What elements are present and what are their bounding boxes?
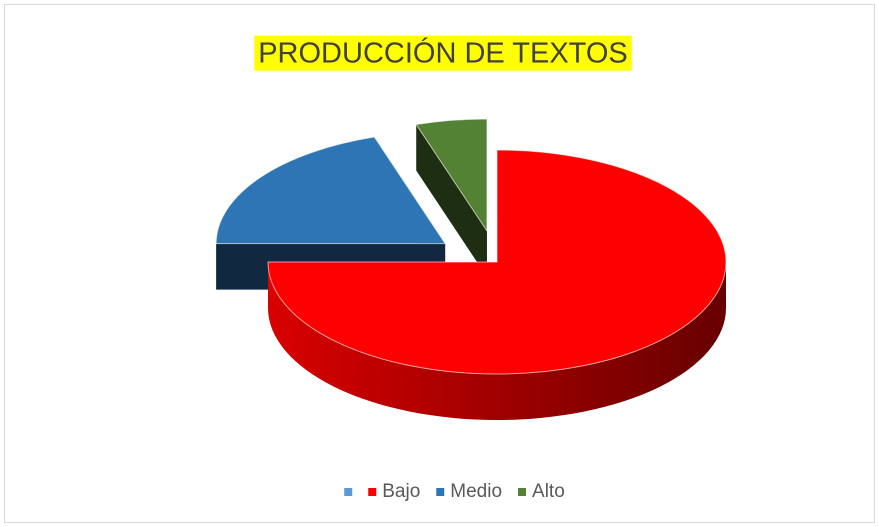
slice <box>415 118 488 278</box>
legend-label: Bajo <box>382 481 420 502</box>
pie-slice <box>415 118 488 233</box>
title-highlight <box>254 35 632 71</box>
legend-marker <box>518 488 527 496</box>
legend-marker <box>344 488 353 496</box>
legend-marker <box>368 488 377 496</box>
legend-label: Alto <box>532 481 565 502</box>
slice-wall <box>268 262 726 420</box>
slice-face <box>416 124 487 278</box>
pie-slice <box>267 149 727 375</box>
legend: Bajo Medio Alto <box>344 481 565 502</box>
pie-slice <box>215 136 447 245</box>
legend-label: Medio <box>450 481 502 502</box>
chart-title: PRODUCCIÓN DE TEXTOS <box>258 37 628 70</box>
legend-marker <box>436 488 445 496</box>
slice <box>267 149 727 420</box>
